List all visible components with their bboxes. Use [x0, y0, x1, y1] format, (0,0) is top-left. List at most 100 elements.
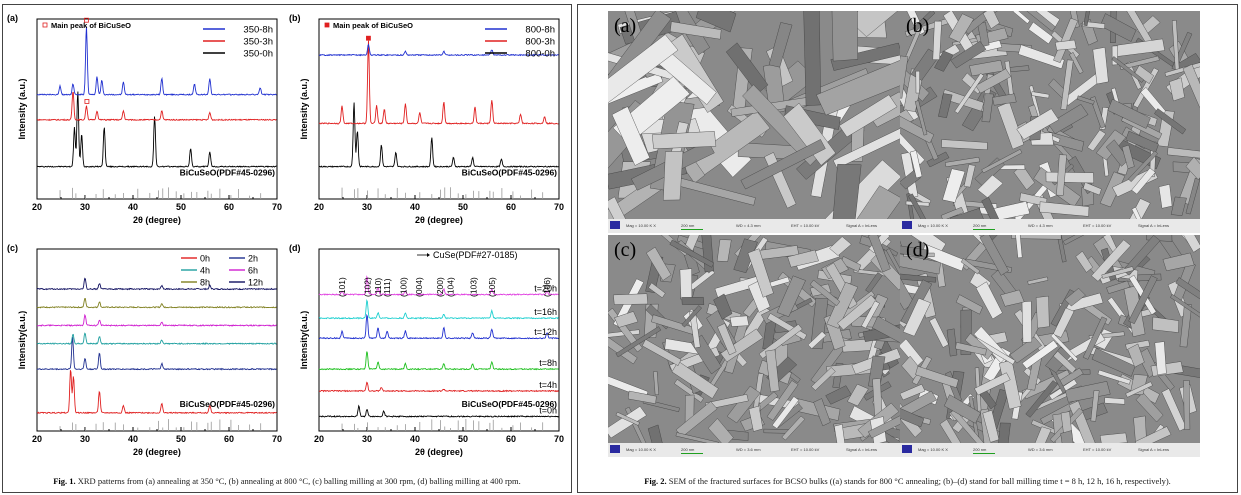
series-line-800-0h — [318, 102, 559, 168]
sem-flake — [642, 339, 682, 366]
x-tick-label: 60 — [224, 434, 234, 444]
sem-info-field: Signal A = InLens — [846, 223, 878, 228]
hkl-label: (104) — [446, 277, 456, 297]
sem-info-field: Mag = 10.00 K X — [918, 223, 948, 228]
sem-flake — [981, 149, 1023, 174]
sem-flake — [669, 21, 722, 40]
sem-flake — [870, 251, 900, 291]
sem-info-field: 200 nm — [681, 447, 695, 452]
series-line-t=0h — [318, 404, 559, 418]
series-line-350-3h — [36, 91, 277, 122]
sem-texture — [900, 11, 1200, 233]
x-tick-label: 50 — [176, 202, 186, 212]
sem-info-field: 200 nm — [973, 447, 987, 452]
sem-flake — [885, 248, 900, 276]
sem-flake — [915, 70, 920, 94]
x-axis-label: 2θ (degree) — [415, 215, 463, 225]
sem-flake — [1082, 21, 1106, 29]
sem-flake — [1134, 64, 1154, 84]
main-peak-marker — [84, 99, 90, 104]
series-label: t=16h — [534, 307, 557, 317]
x-tick-label: 20 — [32, 434, 42, 444]
legend-entry: 2h — [248, 254, 258, 264]
sem-flake — [614, 311, 639, 328]
sem-info-bar: Mag = 10.00 K X 200 nm WD = 3.6 mm EHT = 10… — [900, 443, 1200, 457]
xrd-chart-c: (c) 20 30 40 50 60 70 2θ (degree) Intensity(a.u.… — [7, 243, 282, 457]
sem-flake — [1050, 333, 1079, 362]
sem-flake — [1054, 39, 1077, 51]
sem-flake — [1028, 21, 1054, 45]
sem-flake — [912, 11, 936, 32]
x-tick-label: 20 — [314, 434, 324, 444]
sem-flake — [900, 383, 926, 401]
sem-texture — [608, 235, 900, 450]
sem-flake — [1154, 341, 1167, 375]
sem-flake — [1090, 390, 1100, 422]
hkl-label: (103) — [469, 277, 479, 297]
sem-flake — [653, 371, 659, 396]
sem-flake — [900, 408, 925, 428]
sem-flake — [1099, 171, 1126, 208]
sem-flake — [1158, 184, 1173, 209]
sem-flake — [1175, 277, 1200, 300]
sem-flake — [1154, 108, 1187, 135]
legend-entry: 800-8h — [525, 25, 555, 36]
legend-entry: 8h — [200, 278, 210, 288]
sem-flake — [1009, 336, 1042, 364]
sem-flake — [1183, 235, 1200, 253]
sem-flake — [950, 40, 987, 69]
sem-flake — [865, 272, 883, 294]
panel-label: (c) — [7, 243, 18, 253]
reference-label: BiCuSeO(PDF#45-0296) — [180, 167, 276, 177]
sem-flake — [669, 239, 715, 268]
series-line-12h — [36, 277, 277, 291]
sem-logo — [610, 221, 620, 229]
sem-flake — [787, 249, 819, 268]
sem-flake — [1064, 288, 1086, 307]
sem-flake — [975, 281, 1003, 320]
sem-flake — [1162, 252, 1195, 272]
series-line-800-3h — [318, 40, 559, 125]
sem-flake — [613, 293, 649, 305]
sem-flake — [900, 273, 937, 283]
sem-flake — [733, 238, 758, 274]
legend-entry: 350-3h — [243, 37, 273, 48]
series-label: t=0h — [539, 405, 557, 415]
series-line-2h — [36, 337, 277, 371]
x-tick-label: 60 — [224, 202, 234, 212]
sem-flake — [900, 253, 941, 275]
sem-flake — [1016, 108, 1059, 140]
sem-flake — [803, 11, 822, 106]
xrd-chart-b: (b) 20 30 40 50 60 70 2θ (degree) Intensity (a.u… — [289, 13, 564, 225]
sem-flake — [1013, 164, 1035, 191]
sem-flake — [1076, 95, 1095, 105]
sem-flake — [729, 315, 750, 327]
sem-flake — [1131, 167, 1156, 195]
sem-flake — [1104, 397, 1125, 405]
sem-flake — [960, 258, 981, 275]
sem-flake — [1018, 44, 1065, 70]
sem-flake — [942, 168, 966, 203]
sem-flake — [726, 385, 761, 424]
legend-entry: 12h — [248, 278, 263, 288]
hkl-label: (200) — [435, 277, 445, 297]
x-axis-label: 2θ (degree) — [415, 447, 463, 457]
sem-flake — [1125, 381, 1153, 398]
sem-flake — [979, 235, 1009, 276]
series-line-8h — [36, 297, 277, 309]
main-peak-marker — [366, 35, 371, 41]
sem-flake — [981, 93, 994, 123]
y-axis-label: Intensity (a.u.) — [17, 78, 27, 139]
sem-flake — [1128, 150, 1158, 182]
sem-flake — [955, 342, 987, 356]
sem-flake — [1167, 147, 1200, 159]
panel-label: (b) — [289, 13, 301, 23]
sem-flake — [1185, 156, 1200, 181]
sem-flake — [1111, 56, 1145, 83]
xrd-chart-d: (d) 20 30 40 50 60 70 2θ (degree) Intensity(a.u.… — [289, 243, 564, 457]
sem-flake — [1059, 292, 1104, 314]
sem-flake — [1170, 196, 1187, 216]
sem-flake — [810, 297, 829, 350]
sem-flake — [998, 359, 1022, 410]
annotation-marker — [42, 22, 48, 28]
